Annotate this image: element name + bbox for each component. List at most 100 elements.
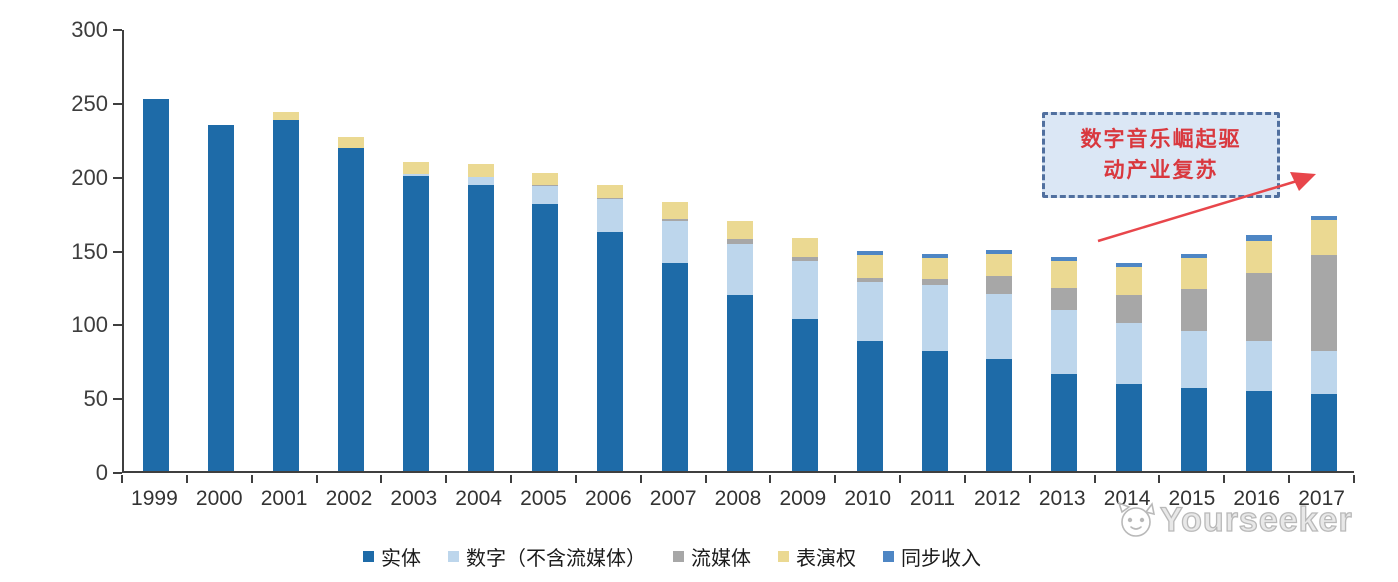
bar-segment (208, 125, 235, 471)
bar-group-2014 (1116, 28, 1143, 471)
bar-group-2008 (727, 28, 753, 471)
bar-group-2015 (1180, 28, 1207, 471)
x-axis-tick (510, 475, 513, 483)
bar-segment (1180, 253, 1207, 259)
bar-segment (727, 243, 753, 296)
x-axis-tick (445, 475, 448, 483)
bar-segment (1245, 341, 1272, 392)
legend-swatch-icon (363, 551, 374, 562)
chart-legend: 实体 数字（不含流媒体） 流媒体 表演权 同步收入 (363, 542, 981, 571)
bar-segment (532, 186, 559, 204)
bar-group-2012 (986, 28, 1013, 471)
bar-group-2009 (791, 28, 818, 471)
bar-segment (856, 255, 883, 278)
x-axis-tick (1158, 475, 1161, 483)
y-axis-label: 300 (71, 17, 108, 42)
x-axis-tick (1028, 475, 1031, 483)
bar-group-2017 (1310, 28, 1337, 471)
bar-segment (791, 256, 818, 262)
watermark: Yourseeker (1112, 500, 1353, 540)
x-axis-label: 2002 (325, 487, 373, 510)
x-axis-label: 2017 (1298, 487, 1345, 510)
bar-segment (921, 284, 948, 352)
bar-segment (402, 174, 429, 176)
y-axis-label: 250 (71, 90, 108, 116)
x-axis-label: 2016 (1233, 487, 1281, 510)
legend-swatch-icon (778, 551, 789, 562)
x-axis-tick (121, 475, 123, 483)
x-axis-tick (1093, 475, 1096, 483)
y-axis-tick (113, 250, 122, 253)
x-axis-label: 2005 (520, 487, 567, 510)
bar-segment (1310, 255, 1337, 352)
bar-segment (1180, 258, 1207, 290)
bar-segment (337, 147, 364, 471)
bar-segment (1116, 323, 1143, 384)
bar-segment (727, 239, 753, 244)
x-axis-label: 2007 (649, 487, 697, 510)
x-axis-label: 2015 (1168, 487, 1216, 510)
y-axis-tick (113, 102, 122, 105)
legend-label: 数字（不含流媒体） (466, 548, 646, 570)
bar-segment (856, 277, 883, 282)
x-axis-tick (185, 475, 188, 483)
bar-segment (532, 172, 559, 185)
x-axis-label: 2012 (974, 487, 1021, 510)
bar-segment (597, 184, 624, 198)
y-axis-tick (113, 398, 122, 401)
x-axis-tick (1223, 475, 1226, 483)
bar-segment (986, 253, 1013, 277)
bar-segment (1180, 330, 1207, 389)
bar-segment (402, 162, 429, 175)
bar-segment (273, 119, 300, 471)
bar-segment (1116, 295, 1143, 324)
y-axis-tick (113, 29, 122, 31)
bar-segment (662, 262, 689, 471)
x-axis-label: 2004 (455, 487, 502, 510)
x-axis-tick (639, 475, 642, 483)
x-axis-tick (963, 475, 966, 483)
cat-logo-icon (1117, 501, 1156, 537)
bar-segment (273, 112, 300, 120)
bar-segment (921, 253, 948, 259)
bar-segment (597, 197, 624, 200)
bar-group-2002 (337, 28, 364, 471)
y-axis-label: 50 (83, 386, 108, 412)
y-axis-label: 0 (95, 460, 108, 485)
x-axis-label: 2011 (909, 487, 956, 510)
bar-segment (986, 293, 1013, 359)
bar-segment (597, 199, 624, 232)
bar-segment (1245, 273, 1272, 342)
bar-group-2010 (856, 28, 883, 471)
bar-segment (1245, 391, 1272, 471)
bar-group-2005 (532, 28, 559, 471)
bar-segment (791, 237, 818, 257)
bar-segment (1310, 351, 1337, 395)
y-axis-label: 150 (71, 238, 108, 264)
bar-segment (856, 251, 883, 256)
x-axis-tick (834, 475, 837, 483)
bar-segment (921, 279, 948, 285)
bar-segment (921, 351, 948, 471)
x-axis-label: 2014 (1103, 487, 1151, 510)
x-axis-tick (899, 475, 902, 483)
bar-group-2004 (467, 28, 494, 471)
bar-segment (662, 202, 689, 219)
x-axis-tick (704, 475, 707, 483)
x-axis-tick (250, 475, 253, 483)
bar-segment (1310, 215, 1337, 220)
bar-segment (1310, 219, 1337, 256)
bar-segment (1116, 262, 1143, 268)
bar-segment (856, 282, 883, 342)
x-axis-label: 2008 (714, 487, 762, 510)
bar-segment (1116, 267, 1143, 296)
legend-label: 实体 (381, 548, 421, 570)
legend-label: 表演权 (796, 548, 856, 570)
bar-segment (532, 184, 559, 187)
bar-segment (337, 137, 364, 148)
bar-segment (1051, 261, 1078, 288)
bar-group-2000 (208, 28, 235, 471)
bar-segment (1051, 256, 1078, 262)
bar-group-2007 (662, 28, 689, 471)
